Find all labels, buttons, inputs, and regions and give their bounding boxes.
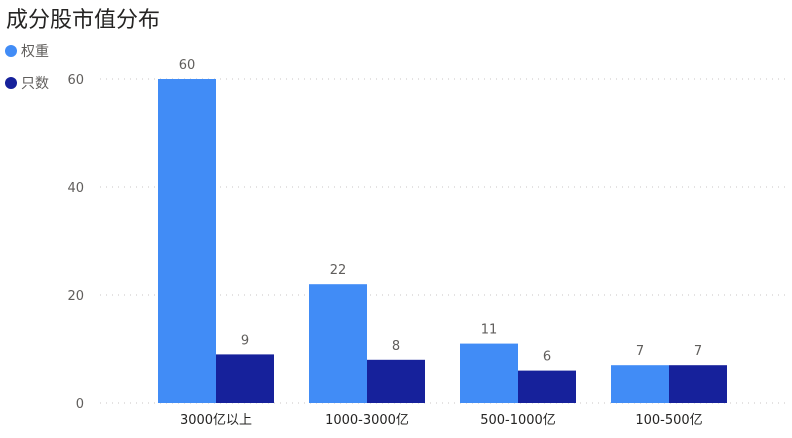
legend-swatch-weight [5,45,17,57]
y-tick-label-0: 0 [76,397,84,412]
y-tick-label-1: 20 [67,289,84,304]
bar-3-1[interactable] [669,365,727,403]
bar-0-0[interactable] [158,79,216,403]
bar-2-0[interactable] [460,343,518,403]
legend-item-count[interactable]: 只数 [5,72,49,94]
bar-3-0[interactable] [611,365,669,403]
data-label-1-1: 8 [392,339,400,354]
data-label-3-0: 7 [636,344,644,359]
x-tick-label-3: 100-500亿 [635,413,702,428]
data-label-2-1: 6 [543,350,551,365]
chart-title: 成分股市值分布 [6,8,161,33]
data-label-2-0: 11 [481,323,498,338]
bar-1-1[interactable] [367,359,425,403]
legend: 权重 只数 [5,40,49,104]
legend-swatch-count [5,77,17,89]
legend-label-weight: 权重 [21,44,49,60]
x-tick-label-2: 500-1000亿 [480,413,556,428]
bar-0-1[interactable] [216,354,274,403]
x-tick-label-0: 3000亿以上 [180,413,252,428]
data-label-3-1: 7 [694,344,702,359]
x-tick-label-1: 1000-3000亿 [325,413,409,428]
legend-label-count: 只数 [21,76,49,92]
y-tick-label-2: 40 [67,181,84,196]
data-label-1-0: 22 [330,263,347,278]
data-label-0-1: 9 [241,333,249,348]
y-tick-label-3: 60 [67,73,84,88]
legend-item-weight[interactable]: 权重 [5,40,49,62]
bar-2-1[interactable] [518,370,576,403]
data-label-0-0: 60 [179,58,196,73]
bar-1-0[interactable] [309,284,367,403]
